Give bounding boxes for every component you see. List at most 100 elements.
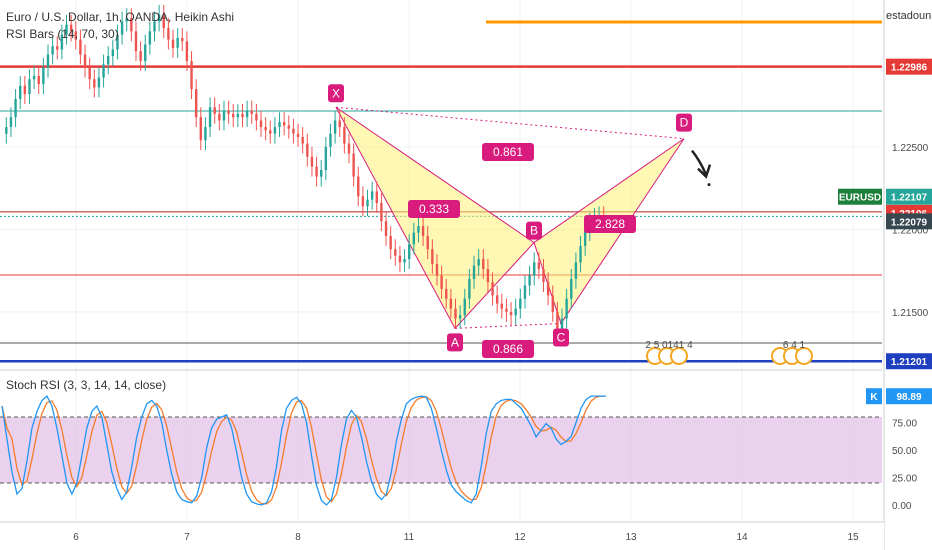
- candle-body: [199, 117, 203, 141]
- candle-body: [491, 282, 494, 296]
- point-b[interactable]: B: [526, 221, 542, 240]
- price-tag-text: 1.22107: [891, 193, 928, 204]
- candle-body: [546, 282, 550, 296]
- candle-body: [495, 295, 499, 304]
- candle-body: [102, 64, 105, 78]
- price-tag-1.21201[interactable]: 1.21201: [886, 353, 932, 370]
- candle-body: [301, 136, 304, 144]
- ratio-bd[interactable]: 2.828: [584, 215, 636, 233]
- rsi-bars-legend[interactable]: RSI Bars (14, 70, 30): [6, 27, 119, 41]
- candle-body: [537, 262, 541, 269]
- candles: [5, 4, 605, 339]
- ratio-xd[interactable]: 0.861: [482, 143, 534, 161]
- candle-body: [157, 14, 161, 22]
- price-tag-1.22079[interactable]: 1.22079: [886, 213, 932, 230]
- candle-body: [389, 235, 392, 250]
- price-tick: 1.21500: [892, 308, 929, 319]
- calendar-event-0[interactable]: 2 5 0141 4: [645, 340, 693, 365]
- price-axis[interactable]: 1.225001.220001.215001.229861.221071.221…: [838, 0, 932, 550]
- candle-body: [449, 298, 453, 309]
- candle-body: [148, 31, 152, 45]
- candle-body: [171, 39, 175, 48]
- candle-body: [407, 244, 411, 260]
- stoch-rsi-legend[interactable]: Stoch RSI (3, 3, 14, 14, close): [6, 378, 167, 392]
- time-axis[interactable]: 6 7 8 11 12 13 14 15: [0, 521, 884, 550]
- candle-body: [227, 110, 230, 114]
- ratio-xd-box: [482, 143, 534, 161]
- candle-body: [435, 264, 439, 276]
- candle-body: [14, 99, 17, 118]
- candle-body: [500, 303, 504, 309]
- pattern-labels[interactable]: X A B C D 0.333 0.861 0.866 2.828: [328, 84, 692, 358]
- candle-body: [46, 54, 50, 68]
- pattern-line-xd[interactable]: [335, 106, 685, 140]
- ratio-ac[interactable]: 0.866: [482, 340, 534, 358]
- price-tag-text: 1.22986: [891, 63, 928, 74]
- candle-body: [218, 113, 221, 121]
- price-tag-1.22107[interactable]: 1.22107: [886, 188, 932, 205]
- point-x[interactable]: X: [328, 84, 344, 103]
- candle-body: [458, 315, 462, 319]
- candle-body: [315, 166, 318, 177]
- ratio-xd-text: 0.861: [493, 145, 523, 159]
- candle-body: [190, 61, 193, 90]
- candle-body: [574, 262, 578, 279]
- projection-arrow-head[interactable]: [697, 164, 712, 179]
- candle-body: [9, 117, 13, 128]
- candle-body: [514, 308, 517, 316]
- time-tick: 14: [736, 532, 748, 543]
- candle-body: [394, 249, 397, 256]
- chart-title: Euro / U.S. Dollar, 1h, OANDA, Heikin As…: [6, 10, 235, 24]
- top-right-label[interactable]: estadounic: [886, 10, 932, 22]
- candle-body: [357, 176, 360, 197]
- us-flag-icon: [795, 347, 813, 365]
- candle-body: [181, 37, 184, 42]
- candle-body: [56, 46, 59, 50]
- stoch-current-value[interactable]: 98.89: [886, 388, 932, 405]
- ratio-ac-text: 0.866: [493, 342, 523, 356]
- point-d-text: D: [680, 116, 689, 130]
- symbol-tag-box: [838, 188, 882, 205]
- point-c-box: [553, 328, 569, 347]
- candle-body: [222, 110, 226, 121]
- candle-body: [421, 226, 425, 236]
- candle-body: [213, 107, 216, 114]
- candle-body: [463, 298, 466, 316]
- candle-body: [352, 153, 355, 177]
- point-d[interactable]: D: [676, 113, 692, 132]
- candle-body: [42, 67, 45, 85]
- candle-body: [51, 46, 54, 55]
- point-c[interactable]: C: [553, 328, 569, 347]
- candle-body: [412, 232, 416, 245]
- candle-body: [417, 226, 420, 233]
- ratio-bd-box: [584, 215, 636, 233]
- candle-body: [93, 79, 96, 88]
- candle-body: [560, 318, 564, 329]
- candle-body: [338, 120, 341, 128]
- projection-arrow[interactable]: [691, 149, 708, 176]
- candle-body: [144, 44, 147, 62]
- price-tag-1.22986[interactable]: 1.22986: [886, 58, 932, 75]
- candle-body: [208, 107, 212, 128]
- stoch-k-tag[interactable]: K: [866, 388, 882, 405]
- symbol-tag[interactable]: EURUSD: [838, 188, 882, 205]
- candle-body: [472, 265, 476, 279]
- calendar-events[interactable]: 2 5 0141 4 6 4 1: [645, 340, 813, 365]
- candle-body: [32, 75, 36, 80]
- candle-body: [320, 169, 323, 177]
- candle-body: [477, 259, 480, 266]
- stoch-rsi-pane: [0, 395, 882, 506]
- candle-body: [482, 259, 485, 269]
- stoch-tick: 0.00: [892, 501, 912, 512]
- point-a[interactable]: A: [447, 333, 463, 352]
- ratio-xb[interactable]: 0.333: [408, 200, 460, 218]
- price-tag-text: 1.21201: [891, 357, 928, 368]
- calendar-event-1[interactable]: 6 4 1: [771, 340, 813, 365]
- stoch-value-box: [886, 388, 932, 405]
- projection-dot: [707, 183, 711, 187]
- candle-body: [468, 278, 471, 299]
- candle-body: [347, 143, 351, 154]
- candle-body: [556, 311, 559, 329]
- candle-body: [194, 89, 198, 118]
